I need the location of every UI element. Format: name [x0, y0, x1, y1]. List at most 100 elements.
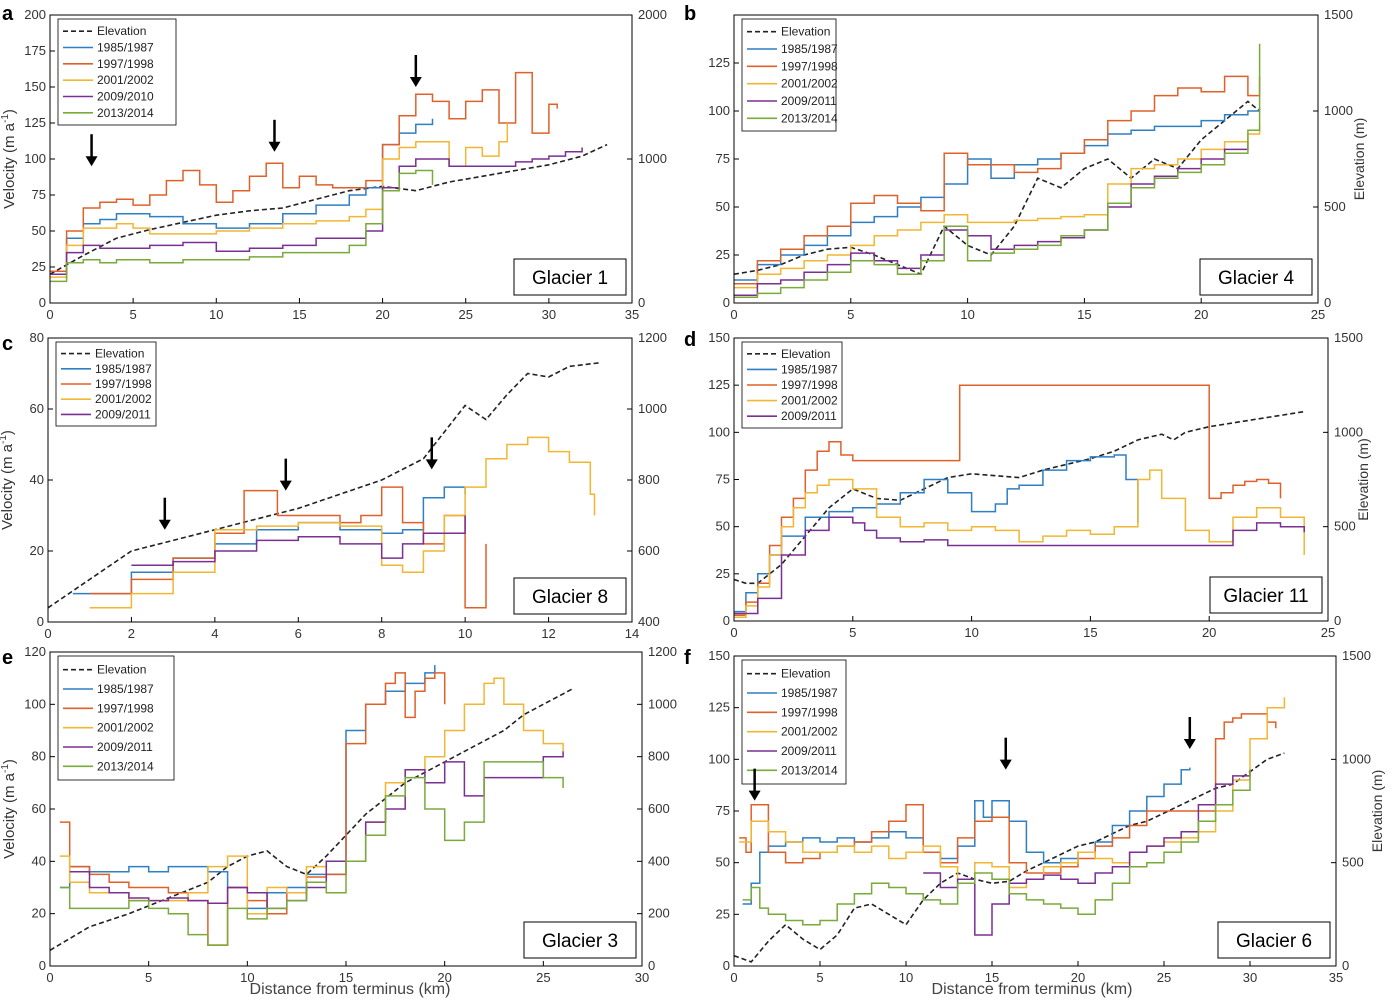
e-y-tick-label: 0 — [39, 958, 46, 973]
a-y2-tick-label: 1000 — [638, 151, 667, 166]
b-x-tick-label: 25 — [1311, 307, 1325, 322]
c-y2-tick-label: 800 — [638, 472, 660, 487]
c-x-tick-label: 4 — [211, 626, 218, 641]
e-title-box — [523, 921, 637, 959]
e-y2-tick-label: 1200 — [648, 644, 677, 659]
a-y-tick-label: 150 — [24, 79, 46, 94]
a-y-tick-label: 50 — [32, 223, 46, 238]
d-y2-tick-label: 0 — [1334, 613, 1341, 628]
e-series-elevation — [49, 687, 574, 951]
e-legend-label: 1985/1987 — [97, 682, 154, 696]
b-x-tick-label: 20 — [1194, 307, 1208, 322]
f-y-tick-label: 125 — [708, 700, 730, 715]
e-legend — [57, 655, 175, 781]
e-y2-tick-label: 600 — [648, 801, 670, 816]
b-x-tick-label: 5 — [847, 307, 854, 322]
d-y2-tick-label: 1500 — [1334, 330, 1363, 345]
e-glacier-title: Glacier 3 — [542, 931, 618, 952]
d-x-tick-label: 15 — [1083, 625, 1097, 640]
b-glacier-title: Glacier 4 — [1218, 268, 1294, 289]
a-legend — [57, 18, 177, 126]
b-series-elevation — [733, 100, 1261, 276]
b-series-1997-1998 — [734, 75, 1261, 285]
a-legend-label: 2001/2002 — [97, 73, 154, 87]
f-arrow-head — [1183, 739, 1196, 749]
d-y2-axis-title: Elevation (m) — [1355, 438, 1371, 520]
f-glacier-title: Glacier 6 — [1236, 931, 1312, 952]
d-x-tick-label: 10 — [964, 625, 978, 640]
b-legend-label: 1985/1987 — [781, 42, 838, 56]
e-x-tick-label: 0 — [46, 970, 53, 985]
b-series-2009-2011 — [734, 141, 1249, 297]
panel-d: d 0 5 10 15 20 250255075100125150050010001500… — [684, 329, 1371, 640]
panel-letter-d: d — [684, 329, 696, 351]
f-series-1985-1987 — [742, 767, 1191, 905]
e-y2-tick-label: 800 — [648, 749, 670, 764]
f-legend-label: 1997/1998 — [781, 705, 838, 719]
b-y2-tick-label: 500 — [1324, 199, 1346, 214]
c-x-tick-label: 14 — [625, 626, 639, 641]
d-legend-label: 2009/2011 — [781, 409, 837, 423]
f-y2-axis-title: Elevation (m) — [1369, 770, 1385, 852]
d-x-tick-label: 5 — [849, 625, 856, 640]
a-y-tick-label: 25 — [32, 259, 46, 274]
c-arrow-head — [279, 480, 292, 491]
e-legend-label: Elevation — [97, 663, 146, 677]
f-series-1997-1998 — [739, 713, 1277, 874]
e-y-tick-label: 120 — [24, 644, 46, 659]
d-y2-tick-label: 1000 — [1334, 424, 1363, 439]
a-x-tick-label: 0 — [46, 307, 53, 322]
b-legend-label: 2009/2011 — [781, 94, 837, 108]
c-y-tick-label: 80 — [30, 330, 44, 345]
c-y-tick-label: 20 — [30, 543, 44, 558]
d-y-tick-label: 100 — [708, 424, 730, 439]
b-y-tick-label: 125 — [708, 55, 730, 70]
a-y-tick-label: 0 — [39, 295, 46, 310]
a-legend-label: 2013/2014 — [97, 106, 154, 120]
c-legend-label: 2001/2002 — [95, 392, 152, 406]
f-y-tick-label: 150 — [708, 648, 730, 663]
e-x-tick-label: 25 — [536, 970, 550, 985]
a-y-tick-label: 125 — [24, 115, 46, 130]
d-y-tick-label: 75 — [716, 472, 730, 487]
f-x-tick-label: 20 — [1071, 970, 1085, 985]
b-y2-tick-label: 1000 — [1324, 103, 1353, 118]
d-y-tick-label: 125 — [708, 377, 730, 392]
e-y2-tick-label: 0 — [648, 958, 655, 973]
a-series-2013-2014 — [50, 169, 434, 283]
a-x-tick-label: 10 — [209, 307, 223, 322]
a-arrow-head — [409, 77, 422, 87]
f-x-tick-label: 15 — [985, 970, 999, 985]
f-legend-label: Elevation — [781, 667, 830, 681]
c-y2-tick-label: 1000 — [638, 401, 667, 416]
a-series-1997-1998 — [50, 71, 558, 273]
x-axis-title-e: Distance from terminus (km) — [250, 981, 451, 998]
c-x-tick-label: 10 — [458, 626, 472, 641]
d-y-tick-label: 0 — [723, 613, 730, 628]
d-y-tick-label: 25 — [716, 566, 730, 581]
c-x-tick-label: 2 — [128, 626, 135, 641]
f-title-box — [1217, 921, 1331, 959]
b-y-tick-label: 0 — [723, 295, 730, 310]
panel-f: f 0 5 10 15 20 25 30 35025507510012515005001000… — [684, 647, 1385, 985]
d-x-tick-label: 0 — [730, 625, 737, 640]
b-legend-label: Elevation — [781, 25, 830, 39]
panel-letter-b: b — [684, 3, 696, 25]
e-x-tick-label: 30 — [635, 970, 649, 985]
e-x-tick-label: 10 — [240, 970, 254, 985]
c-y-tick-label: 40 — [30, 472, 44, 487]
b-legend-label: 2001/2002 — [781, 77, 838, 91]
f-legend-label: 2009/2011 — [781, 744, 837, 758]
f-series-2009-2011 — [923, 769, 1251, 936]
a-arrow-head — [85, 156, 98, 167]
c-legend-label: Elevation — [95, 347, 144, 361]
panel-letter-a: a — [2, 3, 14, 25]
panel-letter-f: f — [684, 647, 691, 669]
c-y-axis-title: Velocity (m a-1) — [0, 430, 16, 530]
c-series-elevation — [47, 362, 599, 609]
d-legend-label: 2001/2002 — [781, 394, 838, 408]
e-y-tick-label: 60 — [32, 801, 46, 816]
c-y2-tick-label: 400 — [638, 614, 660, 629]
a-x-tick-label: 20 — [375, 307, 389, 322]
a-legend-label: 1985/1987 — [97, 41, 154, 55]
